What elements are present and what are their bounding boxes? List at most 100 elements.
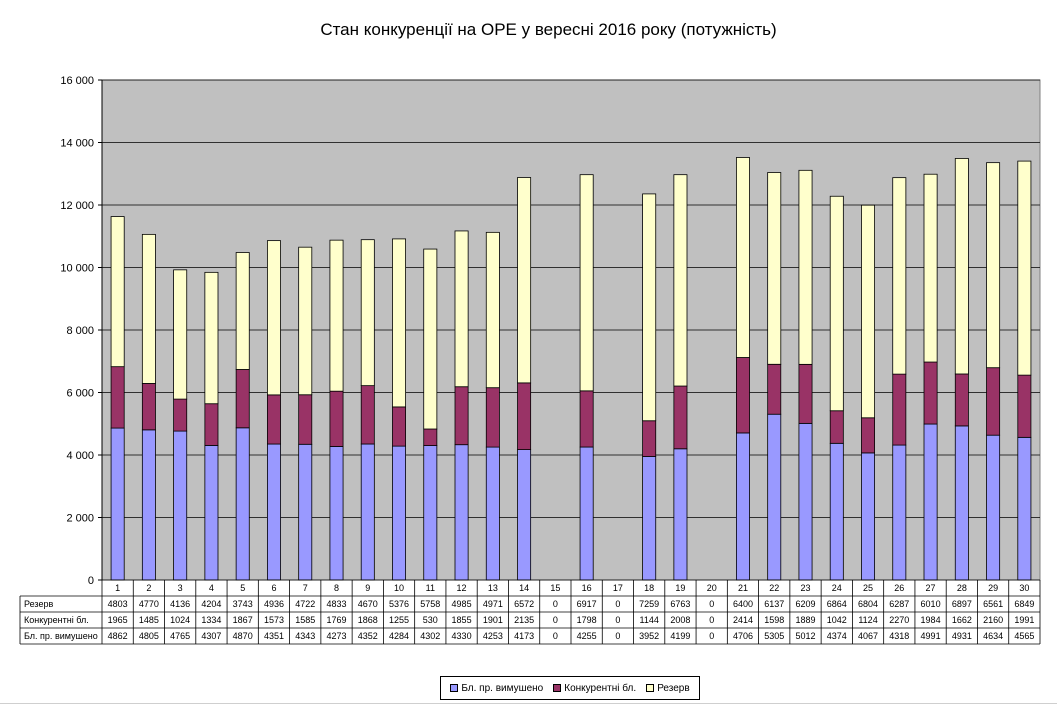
bar-segment bbox=[485, 446, 500, 581]
chart-legend: Бл. пр. вимушено Конкурентні бл. Резерв bbox=[440, 676, 700, 700]
table-cell: 4862 bbox=[108, 631, 128, 641]
bar-segment bbox=[986, 367, 1001, 436]
x-tick-label: 29 bbox=[988, 583, 998, 593]
table-cell: 6917 bbox=[577, 599, 597, 609]
table-cell: 4931 bbox=[952, 631, 972, 641]
x-tick-label: 15 bbox=[550, 583, 560, 593]
table-cell: 4330 bbox=[452, 631, 472, 641]
table-cell: 6287 bbox=[889, 599, 909, 609]
table-cell: 4634 bbox=[983, 631, 1003, 641]
table-cell: 0 bbox=[553, 631, 558, 641]
table-cell: 4770 bbox=[139, 599, 159, 609]
table-cell: 4971 bbox=[483, 599, 503, 609]
bar-segment bbox=[329, 446, 344, 581]
bar-segment bbox=[986, 434, 1001, 581]
legend-item-reserve: Резерв bbox=[646, 683, 690, 694]
bar-segment bbox=[329, 390, 344, 447]
table-cell: 1769 bbox=[326, 615, 346, 625]
bar-segment bbox=[392, 445, 406, 581]
table-cell: 0 bbox=[709, 615, 714, 625]
bar-segment bbox=[642, 193, 657, 422]
table-cell: 6137 bbox=[764, 599, 784, 609]
table-cell: 4374 bbox=[827, 631, 847, 641]
bar-segment bbox=[954, 425, 969, 581]
table-cell: 1965 bbox=[108, 615, 128, 625]
table-cell: 4307 bbox=[201, 631, 221, 641]
table-cell: 4273 bbox=[326, 631, 346, 641]
table-cell: 0 bbox=[553, 599, 558, 609]
table-cell: 4722 bbox=[295, 599, 315, 609]
table-cell: 6209 bbox=[795, 599, 815, 609]
bar-segment bbox=[235, 427, 250, 581]
bar-segment bbox=[423, 445, 438, 581]
table-cell: 4255 bbox=[577, 631, 597, 641]
legend-swatch-forced bbox=[450, 684, 459, 692]
table-cell: 1598 bbox=[764, 615, 784, 625]
bar-segment bbox=[267, 240, 281, 396]
table-cell: 1867 bbox=[233, 615, 253, 625]
table-cell: 1984 bbox=[921, 615, 941, 625]
bar-segment bbox=[736, 157, 750, 358]
bar-segment bbox=[392, 406, 406, 447]
table-cell: 1144 bbox=[639, 615, 658, 625]
table-cell: 4833 bbox=[326, 599, 346, 609]
bar-segment bbox=[798, 422, 813, 581]
bar-segment bbox=[829, 442, 844, 581]
table-cell: 4870 bbox=[233, 631, 253, 641]
table-cell: 1585 bbox=[295, 615, 315, 625]
table-cell: 4803 bbox=[108, 599, 128, 609]
table-cell: 1485 bbox=[139, 615, 159, 625]
bar-segment bbox=[673, 174, 688, 387]
y-tick-label: 4 000 bbox=[66, 450, 94, 462]
bar-segment bbox=[485, 387, 500, 448]
bar-segment bbox=[767, 172, 782, 365]
table-cell: 0 bbox=[709, 599, 714, 609]
x-tick-label: 30 bbox=[1019, 583, 1029, 593]
legend-swatch-reserve bbox=[646, 684, 655, 692]
table-cell: 5012 bbox=[795, 631, 815, 641]
table-cell: 4765 bbox=[170, 631, 190, 641]
bar-segment bbox=[235, 252, 250, 370]
bar-segment bbox=[861, 204, 875, 419]
bar-segment bbox=[423, 248, 438, 430]
bar-segment bbox=[392, 238, 406, 408]
x-tick-label: 27 bbox=[926, 583, 936, 593]
y-tick-label: 8 000 bbox=[66, 325, 94, 337]
bar-segment bbox=[298, 394, 313, 445]
bar-segment bbox=[454, 444, 469, 581]
x-tick-label: 22 bbox=[769, 583, 779, 593]
table-cell: 0 bbox=[615, 631, 620, 641]
bar-segment bbox=[110, 427, 125, 581]
bar-segment bbox=[923, 361, 938, 425]
x-tick-label: 11 bbox=[426, 583, 435, 593]
x-tick-label: 28 bbox=[957, 583, 967, 593]
table-cell: 6864 bbox=[827, 599, 847, 609]
bar-segment bbox=[423, 428, 438, 446]
table-cell: 0 bbox=[615, 615, 620, 625]
table-cell: 4136 bbox=[170, 599, 190, 609]
table-cell: 6897 bbox=[952, 599, 972, 609]
table-cell: 4067 bbox=[858, 631, 878, 641]
bar-segment bbox=[923, 173, 938, 363]
bar-segment bbox=[579, 390, 594, 448]
bar-segment bbox=[204, 271, 219, 405]
table-cell: 7259 bbox=[639, 599, 659, 609]
bar-segment bbox=[141, 233, 156, 384]
x-tick-label: 16 bbox=[582, 583, 592, 593]
table-cell: 2270 bbox=[889, 615, 909, 625]
y-tick-label: 12 000 bbox=[60, 200, 94, 212]
y-tick-label: 16 000 bbox=[60, 75, 94, 87]
table-cell: 5305 bbox=[764, 631, 784, 641]
table-cell: 1042 bbox=[827, 615, 847, 625]
chart-title: Стан конкуренції на ОРЕ у вересні 2016 р… bbox=[320, 20, 777, 39]
bar-segment bbox=[673, 448, 688, 581]
bar-segment bbox=[892, 373, 907, 446]
table-cell: 6400 bbox=[733, 599, 753, 609]
bar-segment bbox=[517, 449, 532, 581]
bar-segment bbox=[141, 429, 156, 581]
table-cell: 4670 bbox=[358, 599, 378, 609]
table-cell: 4343 bbox=[295, 631, 315, 641]
bar-segment bbox=[642, 420, 657, 457]
bar-segment bbox=[579, 174, 594, 392]
x-tick-label: 2 bbox=[146, 583, 151, 593]
